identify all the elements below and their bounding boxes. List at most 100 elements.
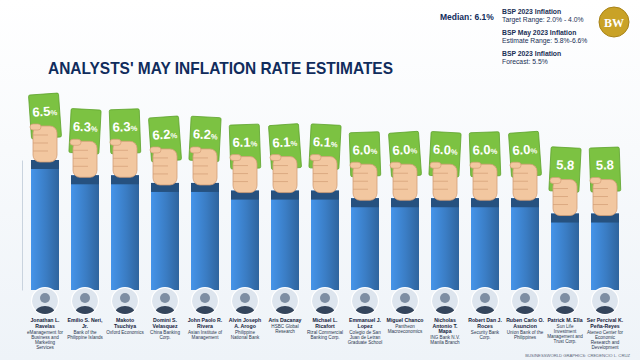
data-label: 6.1% xyxy=(232,134,258,150)
thumb xyxy=(110,139,121,145)
finger-line xyxy=(553,196,568,197)
photo-head xyxy=(280,293,290,303)
x-tick-label: Domini S.Velasquez xyxy=(152,317,177,329)
finger-line xyxy=(153,165,168,166)
institution: Sun LifeInvestmentManagement andTrust Co… xyxy=(547,324,583,344)
finger-line xyxy=(513,181,528,182)
title: ANALYSTS' MAY INFLATION RATE ESTIMATES xyxy=(48,59,393,78)
bar xyxy=(271,191,299,290)
finger-line xyxy=(73,158,88,159)
x-tick: NicholasAntonio T.MapaING Bank N.V.Manil… xyxy=(430,317,460,345)
x-tick: Aris DacanayHSBC GlobalResearch xyxy=(269,317,302,334)
hand xyxy=(353,164,377,200)
thumb xyxy=(310,155,321,161)
annotation: Forecast: 5.5% xyxy=(502,58,548,65)
finger-line xyxy=(513,173,528,174)
thumb xyxy=(230,155,241,161)
photo xyxy=(312,288,338,320)
photo-head xyxy=(480,293,490,303)
photo xyxy=(392,288,418,320)
data-label: 6.2% xyxy=(192,126,218,142)
hand xyxy=(73,141,97,177)
credit: BUSINESSWORLD GRAPHICS: CREDENCIO L. CRU… xyxy=(525,353,630,358)
institution: PantheonMacroeconomics xyxy=(388,324,423,334)
photo-head xyxy=(200,293,210,303)
x-tick-label: Patrick M. Ella xyxy=(547,317,582,323)
photo xyxy=(432,288,458,320)
finger-line xyxy=(353,173,368,174)
finger-line xyxy=(473,173,488,174)
hand xyxy=(553,180,577,216)
finger-line xyxy=(113,166,128,167)
data-label: 6.0% xyxy=(392,141,418,158)
photo-head xyxy=(40,293,50,303)
institution: Asian Institute ofManagement xyxy=(188,330,223,340)
bar xyxy=(151,183,179,290)
bar xyxy=(431,198,459,290)
data-label: 6.0% xyxy=(432,142,458,158)
data-label: 5.8 xyxy=(596,157,615,173)
data-label: 6.0% xyxy=(352,142,378,158)
bar xyxy=(231,191,259,290)
photo xyxy=(152,288,178,320)
hand xyxy=(33,126,57,162)
bar xyxy=(191,183,219,290)
annotation: BSP May 2023 Inflation xyxy=(502,29,576,37)
photo xyxy=(232,288,258,320)
photo-head xyxy=(240,293,250,303)
y-axis xyxy=(22,161,23,291)
x-tick: John Paolo R.RiveraAsian Institute ofMan… xyxy=(188,317,223,340)
finger-line xyxy=(73,150,88,151)
hand xyxy=(593,180,617,216)
x-tick: Emilio S. Neri,Jr.Bank of thePhilippine … xyxy=(67,317,103,340)
x-tick-label: Ruben Carlo O.Asuncion xyxy=(506,317,544,329)
photo xyxy=(472,288,498,320)
finger-line xyxy=(33,143,48,144)
chart-root: ANALYSTS' MAY INFLATION RATE ESTIMATESMe… xyxy=(0,0,640,360)
x-tick: Emmanuel J.LopezColegio de SanJuan de Le… xyxy=(348,317,382,345)
photo-head xyxy=(440,293,450,303)
finger-line xyxy=(193,165,208,166)
x-tick-label: Emilio S. Neri,Jr. xyxy=(68,317,103,329)
institution: Bank of thePhilippine Islands xyxy=(67,330,103,340)
bar xyxy=(71,175,99,290)
hand xyxy=(233,157,257,193)
annotation: BSP 2023 Inflation xyxy=(502,8,561,15)
thumb xyxy=(350,162,361,168)
data-labels: 6.5%6.3%6.3%6.2%6.2%6.1%6.1%6.1%6.0%6.0%… xyxy=(29,93,621,216)
photo xyxy=(592,288,618,320)
thumb xyxy=(150,147,161,153)
finger-line xyxy=(553,188,568,189)
finger-line xyxy=(233,181,248,182)
data-label: 6.2% xyxy=(152,126,178,143)
photo xyxy=(32,288,58,320)
photo-head xyxy=(160,293,170,303)
finger-line xyxy=(313,181,328,182)
thumb xyxy=(390,162,401,168)
annotation: Estimate Range: 5.8%-6.6% xyxy=(502,37,587,45)
finger-line xyxy=(153,173,168,174)
finger-line xyxy=(393,173,408,174)
x-tick-label: Robert Dan J.Roces xyxy=(468,317,502,329)
bar xyxy=(31,160,59,290)
data-label: 6.0% xyxy=(512,141,538,158)
x-tick-label: Emmanuel J.Lopez xyxy=(349,317,382,329)
x-tick: Miguel ChancoPantheonMacroeconomics xyxy=(387,317,424,334)
institution: eManagement forBusiness andMarketingServ… xyxy=(27,330,63,350)
photo-head xyxy=(360,293,370,303)
data-label: 6.3% xyxy=(112,119,138,135)
hand xyxy=(513,164,537,200)
x-tick: Alvin JosephA. ArogoPhilippineNational B… xyxy=(229,317,261,340)
finger-line xyxy=(233,173,248,174)
annotation: BSP 2023 Inflation xyxy=(502,50,561,57)
institution: Oxford Economics xyxy=(106,330,144,335)
x-tick: Robert Dan J.RocesSecurity BankCorp. xyxy=(468,317,502,340)
finger-line xyxy=(193,157,208,158)
thumb xyxy=(30,124,41,130)
data-label: 6.1% xyxy=(272,134,298,151)
institution: ING Bank N.V.Manila Branch xyxy=(430,335,460,345)
photo xyxy=(272,288,298,320)
x-tick-label: Aris Dacanay xyxy=(269,317,302,323)
data-label: 6.0% xyxy=(472,142,498,158)
photo-head xyxy=(320,293,330,303)
